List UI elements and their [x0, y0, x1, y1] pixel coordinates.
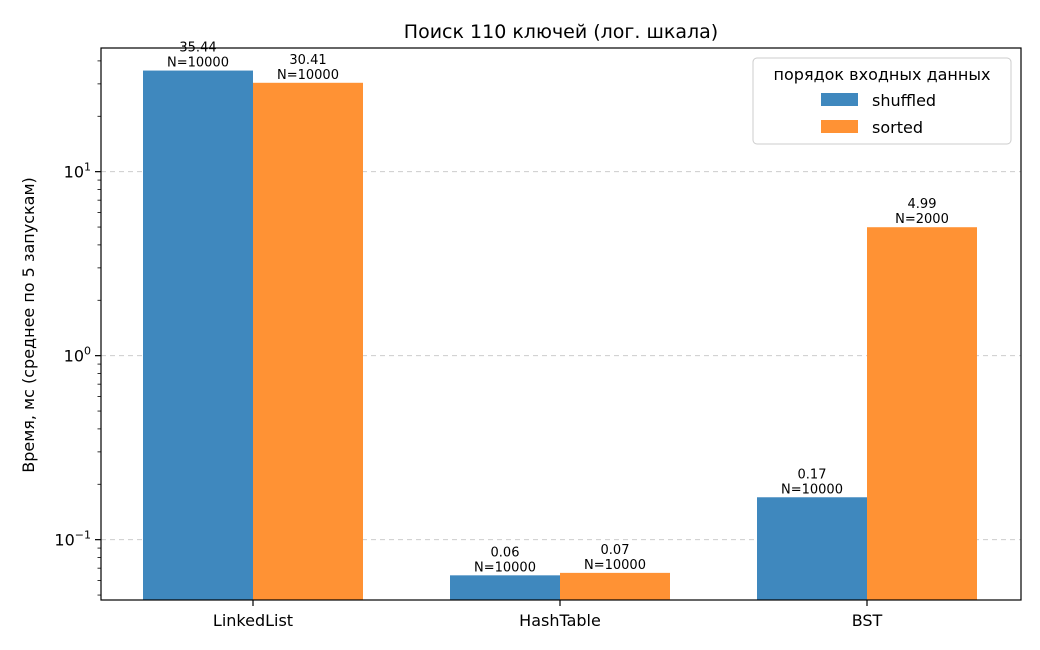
bar-shuffled-BST	[757, 497, 867, 600]
bar-n-label: N=2000	[895, 212, 949, 227]
x-tick-label: LinkedList	[213, 611, 293, 630]
y-axis: 10−1 100 101	[54, 60, 101, 596]
legend-swatch-sorted	[821, 120, 858, 133]
bar-n-label: N=10000	[167, 56, 229, 71]
bar-shuffled-HashTable	[450, 575, 560, 600]
y-tick-label: 100	[64, 345, 91, 366]
bar-n-label: N=10000	[474, 560, 536, 575]
bar-shuffled-LinkedList	[143, 70, 253, 601]
plot-frame	[100, 47, 1022, 601]
bar-n-label: N=10000	[781, 482, 843, 497]
bar-labels: 35.44N=10000 30.41N=100000.06N=100000.07N…	[167, 41, 949, 576]
y-axis-label: Время, мс (среднее по 5 запускам)	[19, 177, 38, 473]
bar-value-label: 30.41	[289, 53, 326, 68]
bar-value-label: 4.99	[908, 197, 937, 212]
legend-title: порядок входных данных	[774, 65, 991, 84]
bar-value-label: 0.17	[798, 467, 827, 482]
bar-value-label: 0.06	[491, 545, 520, 560]
bar-sorted-BST	[867, 227, 977, 600]
bar-n-label: N=10000	[584, 558, 646, 573]
chart-title: Поиск 110 ключей (лог. шкала)	[404, 21, 718, 43]
x-tick-label: BST	[852, 611, 883, 630]
legend: порядок входных данных shuffled sorted	[752, 57, 1012, 145]
legend-entry-sorted: sorted	[872, 118, 923, 137]
legend-swatch-shuffled	[821, 93, 858, 106]
bar-sorted-LinkedList	[253, 82, 363, 600]
bar-sorted-HashTable	[560, 572, 670, 600]
x-axis: LinkedList HashTable BST	[213, 600, 883, 630]
y-tick-label: 101	[64, 161, 91, 182]
y-tick-label: 10−1	[54, 529, 91, 550]
bar-n-label: N=10000	[277, 68, 339, 83]
bar-value-label: 0.07	[601, 543, 630, 558]
bars	[143, 70, 977, 601]
legend-box	[752, 57, 1012, 145]
x-tick-label: HashTable	[519, 611, 601, 630]
legend-entry-shuffled: shuffled	[872, 91, 936, 110]
